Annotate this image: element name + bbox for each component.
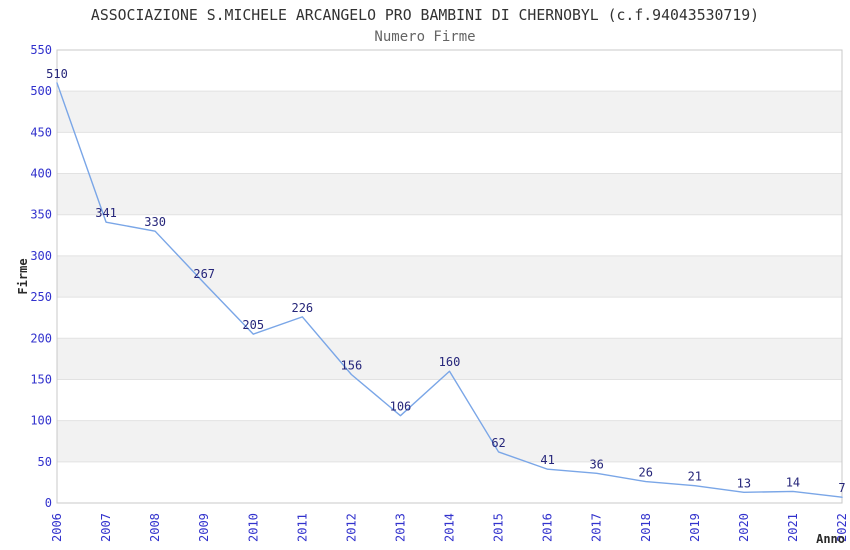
y-tick-label: 400 xyxy=(30,167,52,181)
chart-title: ASSOCIAZIONE S.MICHELE ARCANGELO PRO BAM… xyxy=(90,7,760,24)
data-point-label: 510 xyxy=(46,67,68,81)
x-tick-label: 2007 xyxy=(99,513,113,542)
data-point-label: 205 xyxy=(242,318,264,332)
data-line xyxy=(56,82,843,498)
data-point-label: 41 xyxy=(540,453,554,467)
background-band xyxy=(57,297,842,339)
background-band xyxy=(57,338,842,380)
x-tick-label: 2021 xyxy=(786,513,800,542)
data-point-label: 14 xyxy=(786,475,800,489)
x-tick-label: 2011 xyxy=(295,513,309,542)
data-point-label: 267 xyxy=(193,267,215,281)
data-point-label: 156 xyxy=(341,359,363,373)
data-point-label: 330 xyxy=(144,215,166,229)
y-tick-label: 550 xyxy=(30,43,52,57)
y-tick-label: 150 xyxy=(30,372,52,386)
x-tick-label: 2006 xyxy=(50,513,64,542)
background-band xyxy=(57,461,842,503)
background-band xyxy=(57,420,842,462)
y-tick-label: 250 xyxy=(30,290,52,304)
y-tick-label: 350 xyxy=(30,208,52,222)
y-tick-label: 100 xyxy=(30,414,52,428)
background-band xyxy=(57,214,842,256)
x-tick-label: 2016 xyxy=(541,513,555,542)
y-tick-label: 450 xyxy=(30,125,52,139)
y-tick-label: 50 xyxy=(38,455,52,469)
data-point-label: 26 xyxy=(639,466,653,480)
y-tick-label: 500 xyxy=(30,84,52,98)
data-point-label: 226 xyxy=(291,301,313,315)
data-point-label: 36 xyxy=(589,457,603,471)
y-axis-title: Firme xyxy=(16,258,30,294)
x-tick-label: 2013 xyxy=(393,513,407,542)
x-tick-label: 2020 xyxy=(737,513,751,542)
data-point-label: 62 xyxy=(491,436,505,450)
x-tick-label: 2015 xyxy=(492,513,506,542)
background-band xyxy=(57,50,842,92)
x-tick-label: 2012 xyxy=(344,513,358,542)
x-tick-label: 2009 xyxy=(197,513,211,542)
data-point-label: 13 xyxy=(737,476,751,490)
x-tick-label: 2017 xyxy=(590,513,604,542)
x-tick-label: 2008 xyxy=(148,513,162,542)
background-band xyxy=(57,255,842,298)
x-axis-title: Anno xyxy=(816,532,845,546)
background-band xyxy=(57,132,842,174)
background-band xyxy=(57,91,842,133)
data-point-label: 341 xyxy=(95,206,117,220)
x-tick-label: 2019 xyxy=(688,513,702,542)
data-point-label: 21 xyxy=(688,470,702,484)
y-tick-label: 300 xyxy=(30,249,52,263)
y-tick-label: 0 xyxy=(45,496,52,510)
data-point-label: 7 xyxy=(838,481,845,495)
data-point-label: 160 xyxy=(439,355,461,369)
y-tick-label: 200 xyxy=(30,331,52,345)
background-band xyxy=(57,173,842,215)
x-tick-label: 2018 xyxy=(639,513,653,542)
plot-border xyxy=(56,49,843,504)
x-tick-label: 2014 xyxy=(443,513,457,542)
chart-subtitle: Numero Firme xyxy=(374,29,476,45)
x-tick-label: 2010 xyxy=(246,513,260,542)
data-point-label: 106 xyxy=(390,400,412,414)
x-tick-label: 2022 xyxy=(835,513,849,542)
background-band xyxy=(57,379,842,421)
